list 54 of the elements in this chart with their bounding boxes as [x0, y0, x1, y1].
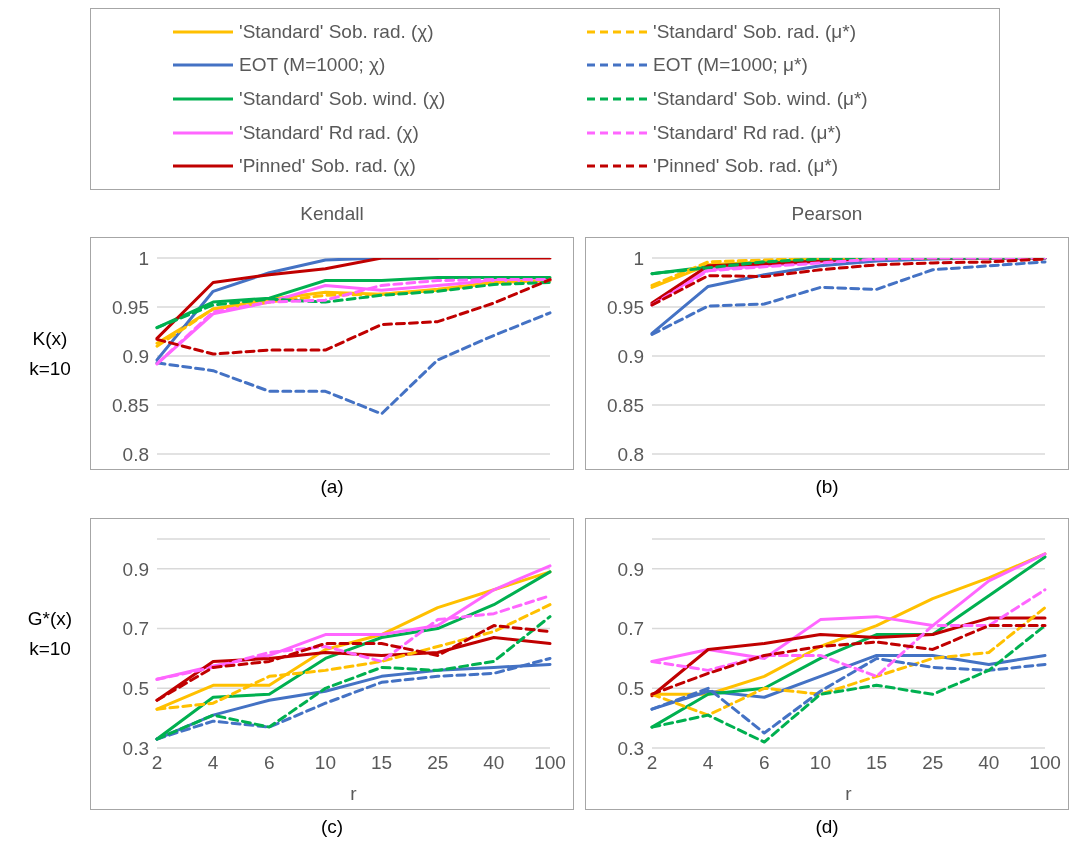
text: (b) [814, 476, 840, 498]
y-tick-label: 0.95 [112, 296, 149, 318]
x-tick-label: 2 [646, 752, 658, 774]
x-tick-label: 6 [264, 752, 275, 774]
x-tick-label: 100 [534, 752, 566, 774]
y-tick-label: 0.9 [617, 345, 644, 367]
y-axis-title: G*(x) k=10 [26, 607, 74, 661]
text: (a) [319, 476, 345, 498]
chart-title: Pearson [790, 203, 864, 225]
x-tick-label: 15 [371, 752, 393, 774]
x-tick-label: 4 [702, 752, 714, 774]
legend-label: 'Standard' Sob. rad. (μ*) [653, 20, 857, 43]
x-tick-label: 10 [314, 752, 336, 774]
y-tick-label: 0.8 [617, 443, 644, 465]
legend-label: 'Pinned' Sob. rad. (χ) [239, 155, 416, 178]
legend-label: 'Standard' Rd rad. (μ*) [653, 121, 842, 144]
y-tick-label: 0.85 [112, 394, 149, 416]
y-tick-label: 0.7 [122, 618, 149, 640]
legend-label: 'Standard' Sob. rad. (χ) [239, 20, 434, 43]
x-tick-label: 15 [866, 752, 888, 774]
x-tick-label: 10 [809, 752, 831, 774]
x-tick-label: 40 [978, 752, 1000, 774]
legend-label: 'Standard' Rd rad. (χ) [239, 121, 419, 144]
legend-label: 'Standard' Sob. wind. (μ*) [653, 87, 868, 110]
legend-label: EOT (M=1000; χ) [239, 54, 386, 77]
legend-label: 'Standard' Sob. wind. (χ) [239, 87, 446, 110]
text: (d) [814, 816, 840, 838]
x-tick-label: 4 [207, 752, 219, 774]
x-tick-label: 25 [922, 752, 944, 774]
y-tick-label: 0.95 [607, 296, 644, 318]
x-axis-title: r [350, 783, 358, 804]
y-tick-label: 1 [138, 247, 149, 269]
y-tick-label: 0.3 [122, 737, 149, 759]
y-tick-label: 0.9 [122, 345, 149, 367]
legend-label: 'Pinned' Sob. rad. (μ*) [653, 155, 839, 178]
y-tick-label: 0.9 [617, 558, 644, 580]
y-tick-label: 0.5 [122, 678, 149, 700]
y-tick-label: 0.85 [607, 394, 644, 416]
x-tick-label: 2 [151, 752, 163, 774]
x-tick-label: 25 [427, 752, 449, 774]
y-axis-title: K(x) k=10 [28, 326, 72, 381]
x-axis-title: r [845, 783, 853, 804]
y-tick-label: 0.9 [122, 558, 149, 580]
y-tick-label: 0.8 [122, 443, 149, 465]
y-tick-label: 0.5 [617, 678, 644, 700]
y-tick-label: 0.3 [617, 737, 644, 759]
x-tick-label: 6 [759, 752, 770, 774]
y-tick-label: 1 [633, 247, 644, 269]
chart-title: Kendall [299, 203, 365, 225]
x-tick-label: 40 [483, 752, 505, 774]
text: (c) [319, 816, 345, 838]
legend-label: EOT (M=1000; μ*) [653, 54, 808, 77]
x-tick-label: 100 [1029, 752, 1061, 774]
y-tick-label: 0.7 [617, 618, 644, 640]
